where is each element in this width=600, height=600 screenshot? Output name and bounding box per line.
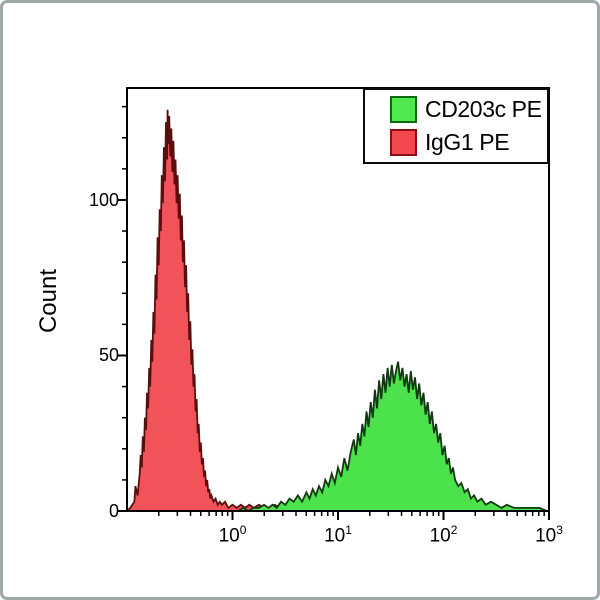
flow-cytometry-histogram	[118, 87, 550, 520]
histogram-igg1-pe	[124, 109, 294, 512]
legend-swatch-green	[390, 96, 417, 123]
legend: CD203c PE IgG1 PE	[363, 88, 549, 164]
legend-label-igg1-pe: IgG1 PE	[425, 129, 510, 155]
legend-label-cd203c-pe: CD203c PE	[425, 96, 542, 122]
legend-item-igg1-pe: IgG1 PE	[390, 128, 547, 157]
y-axis-tick-label: 0	[108, 501, 119, 521]
histogram-cd203c-pe	[234, 361, 548, 513]
x-axis-tick-label: 103	[535, 523, 563, 547]
y-axis-tick-label: 100	[88, 189, 119, 210]
y-axis-title: Count	[35, 268, 62, 334]
x-axis-tick-label: 101	[324, 523, 352, 547]
legend-item-cd203c-pe: CD203c PE	[390, 95, 547, 124]
x-axis-tick-label: 102	[429, 523, 458, 547]
x-axis-tick-label: 100	[218, 523, 247, 547]
legend-swatch-red	[390, 129, 417, 156]
y-axis-tick-label: 50	[98, 345, 119, 366]
